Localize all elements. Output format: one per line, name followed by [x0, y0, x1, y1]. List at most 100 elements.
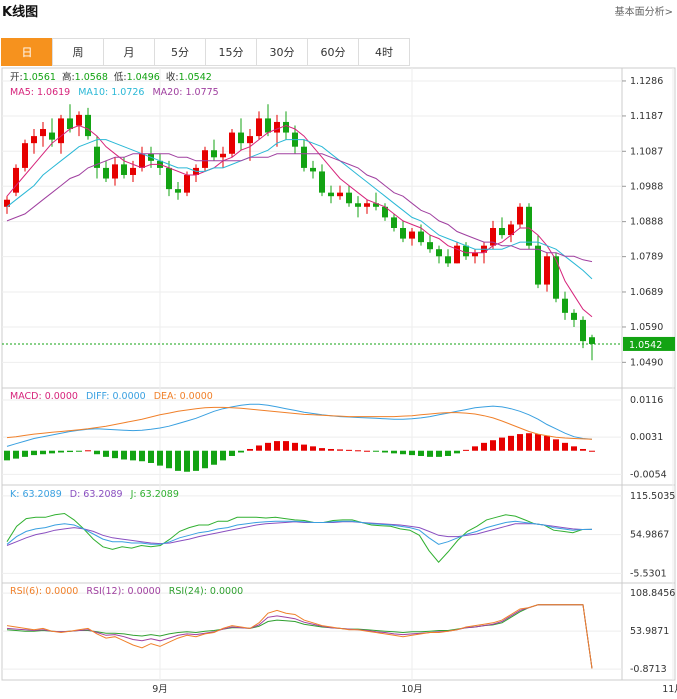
indicator-lines [2, 124, 675, 669]
rsi12-line [6, 604, 593, 669]
candle-body-8 [76, 114, 82, 126]
macd-bar-58 [526, 433, 532, 451]
candle-body-18 [166, 167, 172, 190]
macd-bar-32 [292, 442, 298, 451]
high-value: 1.0568 [75, 72, 108, 83]
fundamental-analysis-link[interactable]: 基本面分析> [614, 7, 673, 18]
candle-body-60 [544, 256, 550, 285]
candle-body-25 [229, 132, 235, 154]
macd-bar-22 [202, 450, 208, 469]
macd-bar-50 [454, 450, 460, 454]
macd-bar-42 [382, 450, 388, 453]
macd-bar-53 [481, 442, 487, 451]
candle-body-20 [184, 174, 190, 193]
price-tick-7: 1.0590 [630, 322, 663, 333]
macd-bar-12 [112, 450, 118, 459]
macd-bar-40 [364, 450, 370, 452]
tab-6[interactable]: 60分 [307, 38, 359, 66]
macd-bar-18 [166, 450, 172, 469]
candle-body-37 [337, 192, 343, 197]
candle-body-58 [526, 206, 532, 246]
candle-body-34 [310, 167, 316, 172]
candle-body-6 [58, 118, 64, 144]
candle-body-22 [202, 150, 208, 168]
candle-body-29 [265, 118, 271, 133]
candle-body-0 [4, 199, 10, 207]
ma20-line [6, 153, 593, 263]
k-line [6, 520, 593, 545]
candle-body-45 [409, 231, 415, 239]
macd-bar-7 [67, 450, 73, 453]
macd-bar-47 [427, 450, 433, 457]
candlesticks [4, 104, 595, 472]
macd-bar-37 [337, 449, 343, 451]
rsi24-label: RSI(24): 0.0000 [169, 586, 243, 597]
open-value: 1.0561 [23, 72, 56, 83]
axis-labels: 1.1286 1.1187 1.1087 1.0988 1.0888 1.0789 1.06… [152, 76, 677, 695]
macd-bar-15 [139, 450, 145, 462]
k-label: K: 63.2089 [10, 489, 62, 500]
macd-bar-39 [355, 450, 361, 452]
macd-bar-13 [121, 450, 127, 460]
macd-bar-51 [463, 449, 469, 451]
candle-body-3 [31, 136, 37, 144]
low-value: 1.0496 [127, 72, 160, 83]
macd-bar-4 [40, 450, 46, 455]
price-tick-2: 1.1087 [630, 146, 663, 157]
macd-bar-60 [544, 435, 550, 451]
tab-3[interactable]: 5分 [154, 38, 206, 66]
price-tick-6: 1.0689 [630, 287, 663, 298]
candle-body-55 [499, 228, 505, 236]
rsi6-label: RSI(6): 0.0000 [10, 586, 78, 597]
diff-line [6, 403, 593, 447]
price-tick-1: 1.1187 [630, 111, 663, 122]
candle-body-48 [436, 249, 442, 257]
macd-tick-2: -0.0054 [630, 469, 667, 480]
tab-7[interactable]: 4时 [358, 38, 410, 66]
kdj-tick-2: -5.5301 [630, 568, 667, 579]
macd-bar-35 [319, 448, 325, 451]
candle-body-47 [427, 242, 433, 250]
candle-body-36 [328, 192, 334, 197]
macd-bar-63 [571, 446, 577, 451]
page-title: K线图 [2, 5, 39, 20]
tab-5[interactable]: 30分 [256, 38, 308, 66]
macd-bar-25 [229, 450, 235, 456]
candle-body-57 [517, 206, 523, 225]
rsi6-line [6, 604, 593, 669]
macd-bar-59 [535, 434, 541, 451]
tab-4[interactable]: 15分 [205, 38, 257, 66]
candle-body-43 [391, 217, 397, 228]
candle-body-65 [589, 337, 595, 344]
macd-bar-6 [58, 450, 64, 453]
candle-body-63 [571, 312, 577, 320]
period-tabs: 日周月 5分 15分 30分 60分 4时 [1, 38, 410, 66]
tab-2[interactable]: 月 [103, 38, 155, 66]
rsi-tick-0: 108.8456 [630, 588, 675, 599]
rsi12-label: RSI(12): 0.0000 [86, 586, 160, 597]
candle-body-15 [139, 153, 145, 168]
price-tick-8: 1.0490 [630, 357, 663, 368]
ma10-label: MA10: 1.0726 [78, 87, 144, 98]
macd-bar-17 [157, 450, 163, 466]
candle-body-41 [373, 203, 379, 207]
macd-bar-31 [283, 441, 289, 451]
candle-body-23 [211, 150, 217, 158]
macd-bar-61 [553, 439, 559, 451]
macd-bar-44 [400, 450, 406, 455]
macd-bar-27 [247, 448, 253, 451]
candle-body-54 [490, 228, 496, 246]
macd-bar-21 [193, 450, 199, 471]
candle-body-13 [121, 164, 127, 175]
macd-bar-56 [508, 435, 514, 451]
macd-bar-64 [580, 448, 586, 451]
macd-bar-16 [148, 450, 154, 463]
candle-body-38 [346, 192, 352, 204]
macd-tick-1: 0.0031 [630, 432, 663, 443]
candle-body-44 [400, 228, 406, 239]
